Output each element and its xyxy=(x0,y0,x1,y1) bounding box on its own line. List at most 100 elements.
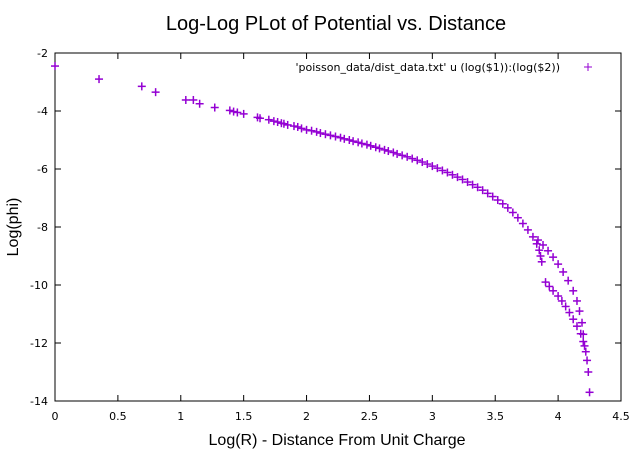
x-tick-label: 1 xyxy=(177,410,184,423)
data-point xyxy=(453,173,462,182)
data-point xyxy=(210,103,219,112)
data-point xyxy=(289,122,298,131)
y-tick-label: -6 xyxy=(37,163,48,176)
data-point xyxy=(239,109,248,118)
x-tick: 4.5 xyxy=(612,53,630,423)
data-point xyxy=(585,388,594,397)
data-point xyxy=(549,253,558,262)
x-tick: 0.5 xyxy=(109,53,127,423)
x-tick: 0 xyxy=(52,53,59,423)
data-point xyxy=(581,347,590,356)
y-tick: -6 xyxy=(37,163,621,176)
data-point xyxy=(326,131,335,140)
y-tick: -8 xyxy=(37,221,621,234)
chart-title: Log-Log PLot of Potential vs. Distance xyxy=(166,13,506,35)
data-point xyxy=(264,115,273,124)
data-point xyxy=(423,160,432,169)
data-point xyxy=(498,199,507,208)
data-point xyxy=(535,246,544,255)
data-point xyxy=(302,125,311,134)
data-point xyxy=(408,154,417,163)
data-point xyxy=(578,318,587,327)
data-point xyxy=(366,141,375,150)
data-point xyxy=(579,337,588,346)
data-point xyxy=(532,239,541,248)
data-point xyxy=(229,107,238,116)
data-point xyxy=(572,296,581,305)
data-point xyxy=(503,203,512,212)
data-point xyxy=(554,260,563,269)
data-point xyxy=(557,296,566,305)
data-point xyxy=(537,257,546,266)
data-point xyxy=(393,149,402,158)
y-tick-label: -14 xyxy=(30,395,48,408)
y-tick-label: -2 xyxy=(37,47,48,60)
data-point xyxy=(181,95,190,104)
data-point xyxy=(584,368,593,376)
data-point xyxy=(297,124,306,133)
data-point xyxy=(463,178,472,187)
data-point xyxy=(398,151,407,160)
data-point xyxy=(575,307,584,316)
data-point xyxy=(478,186,487,195)
data-point xyxy=(233,108,242,117)
data-point xyxy=(283,120,292,129)
data-point xyxy=(331,132,340,141)
data-point xyxy=(380,145,389,154)
x-tick-label: 2 xyxy=(303,410,310,423)
data-point xyxy=(371,143,380,152)
y-tick: -10 xyxy=(30,279,621,292)
data-point xyxy=(569,286,578,295)
data-point xyxy=(508,208,517,217)
data-point xyxy=(539,240,548,249)
y-tick: -2 xyxy=(37,47,621,60)
data-point xyxy=(541,278,550,287)
data-point xyxy=(349,137,358,146)
data-point xyxy=(576,329,585,338)
data-point xyxy=(565,308,574,317)
data-point xyxy=(428,162,437,171)
data-point xyxy=(583,356,592,365)
data-point xyxy=(384,147,393,156)
data-point xyxy=(564,276,573,285)
data-point xyxy=(389,148,398,157)
data-point xyxy=(340,134,349,143)
data-point xyxy=(312,127,321,136)
data-point xyxy=(256,114,265,123)
data-point xyxy=(316,129,325,138)
data-point xyxy=(354,138,363,147)
x-tick-label: 1.5 xyxy=(235,410,253,423)
x-axis-label: Log(R) - Distance From Unit Charge xyxy=(209,432,466,449)
data-point xyxy=(413,156,422,165)
data-point xyxy=(375,144,384,153)
axis-ticks: 0 0.5 1 1.5 2 2.5 3 3.5 4 4.5 -2 -4 -6 -8 -10 -12 -14 xyxy=(30,47,630,423)
data-point xyxy=(572,322,581,331)
x-tick-label: 3 xyxy=(429,410,436,423)
data-point xyxy=(51,62,59,71)
x-tick-label: 4 xyxy=(555,410,562,423)
data-point xyxy=(307,126,316,135)
data-point xyxy=(493,196,502,205)
x-tick-label: 0 xyxy=(52,410,59,423)
data-point xyxy=(523,225,532,234)
data-point xyxy=(561,302,570,311)
y-tick-label: -4 xyxy=(37,105,48,118)
data-point xyxy=(488,192,497,201)
data-point xyxy=(448,170,457,179)
x-tick: 3 xyxy=(429,53,436,423)
data-point xyxy=(225,106,234,115)
data-point xyxy=(403,152,412,161)
y-tick: -14 xyxy=(30,395,621,408)
x-tick-label: 4.5 xyxy=(612,410,630,423)
legend-label: 'poisson_data/dist_data.txt' u (log($1))… xyxy=(296,61,561,74)
data-point xyxy=(273,118,282,127)
y-tick: -4 xyxy=(37,105,621,118)
data-point xyxy=(293,122,302,131)
data-point xyxy=(438,166,447,175)
data-point xyxy=(580,341,589,350)
legend-marker xyxy=(584,63,592,71)
data-point xyxy=(483,189,492,198)
data-point xyxy=(189,95,198,104)
data-point xyxy=(518,219,527,228)
data-point xyxy=(559,267,568,276)
